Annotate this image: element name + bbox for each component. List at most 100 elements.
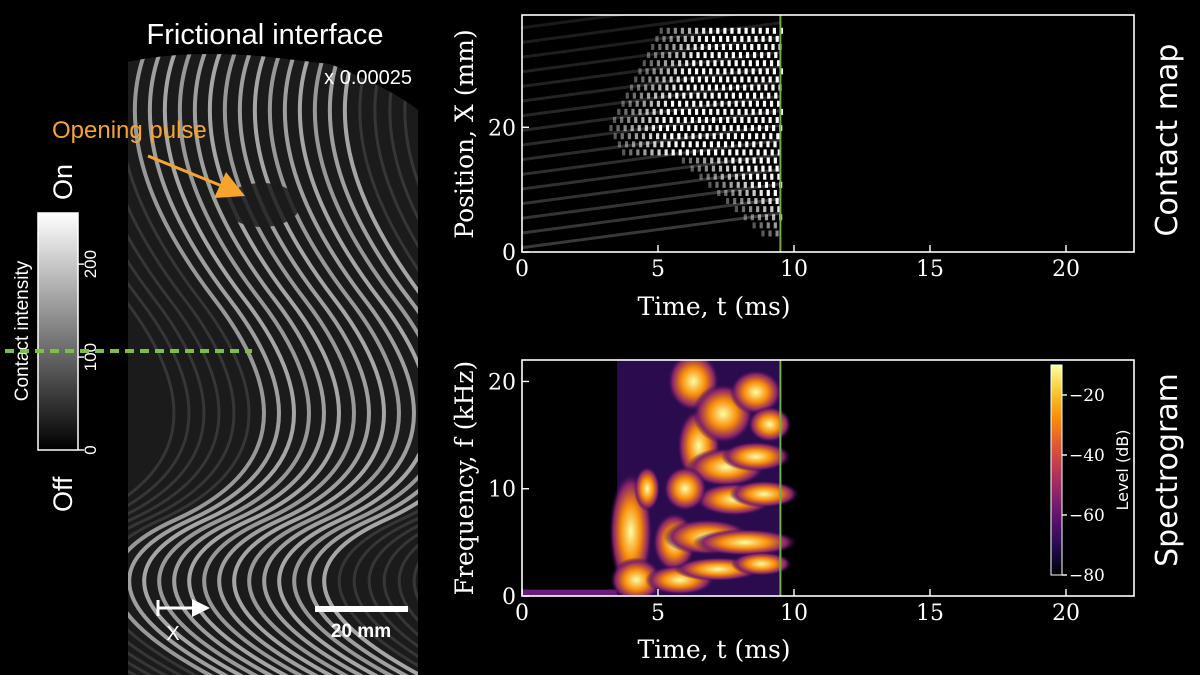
- contact-dash: [763, 173, 767, 180]
- contact-dash: [636, 149, 640, 156]
- contact-dash: [736, 125, 740, 132]
- contact-dash: [728, 84, 733, 91]
- contact-dash: [704, 165, 708, 172]
- contact-dash: [659, 27, 663, 34]
- contact-dash: [690, 165, 694, 172]
- contact-dash: [727, 60, 731, 67]
- contact-dash: [775, 230, 779, 237]
- contact-tick-label: 200: [81, 250, 100, 278]
- contact-dash: [651, 84, 655, 91]
- contact-dash: [723, 27, 727, 34]
- contact-dash: [764, 214, 769, 221]
- contact-dash: [751, 68, 755, 75]
- contact-dash: [761, 116, 765, 123]
- contact-dash: [666, 27, 670, 34]
- spectrogram-xlabel: Time, t (ms): [637, 635, 790, 664]
- contact-dash: [766, 222, 770, 229]
- contact-dash: [750, 44, 754, 51]
- contact-dash: [748, 100, 752, 107]
- level-tick-label: −80: [1069, 566, 1105, 586]
- contact-dash: [747, 198, 751, 205]
- contact-dash: [777, 173, 781, 180]
- ridge: [128, 54, 266, 675]
- contact-dash: [673, 125, 677, 132]
- contact-dash: [726, 116, 730, 123]
- contact-dash: [716, 27, 720, 34]
- contact-dash: [774, 92, 778, 99]
- contact-dash: [779, 27, 784, 34]
- contact-dash: [700, 84, 704, 91]
- contact-dash: [731, 157, 735, 164]
- contact-dash: [742, 149, 746, 156]
- contact-stripe: [522, 109, 781, 147]
- contact-dash: [757, 214, 762, 221]
- spectrogram-title: Spectrogram: [1150, 373, 1185, 567]
- contact-dash: [671, 149, 675, 156]
- contact-dash: [701, 125, 705, 132]
- contact-dash: [710, 52, 714, 59]
- contact-dash: [730, 27, 734, 34]
- contact-dash: [773, 141, 777, 148]
- contact-dash: [656, 133, 660, 140]
- contact-dash: [700, 44, 704, 51]
- contact-dash: [734, 173, 739, 180]
- contact-dash: [737, 68, 741, 75]
- ridge: [128, 54, 236, 675]
- contact-dash: [617, 141, 622, 148]
- contact-dash: [768, 76, 772, 83]
- contact-tick-label: 100: [81, 343, 100, 371]
- contact-dash: [687, 125, 691, 132]
- contact-dash: [702, 68, 706, 75]
- contact-dash: [761, 165, 765, 172]
- contact-dash: [747, 116, 751, 123]
- contact-dash: [689, 52, 693, 59]
- contact-dash: [771, 181, 776, 188]
- contact-dash: [665, 84, 669, 91]
- contact-dash: [662, 76, 666, 83]
- ridge: [232, 54, 386, 675]
- contact-dash: [653, 141, 657, 148]
- contact-dash: [625, 92, 629, 99]
- contact-dash: [631, 108, 635, 115]
- contact-dash: [690, 116, 694, 123]
- contact-dash: [693, 84, 697, 91]
- contact-dash: [667, 141, 671, 148]
- contact-dash: [754, 35, 758, 42]
- contact-dash: [669, 76, 673, 83]
- contact-dash: [748, 206, 753, 213]
- contact-dash: [724, 157, 728, 164]
- ridge: [322, 54, 418, 675]
- contact-dash: [709, 108, 713, 115]
- opening-pulse-label: Opening pulse: [52, 117, 207, 144]
- contact-dash: [719, 35, 723, 42]
- contact-dash: [682, 92, 686, 99]
- contact-dash: [733, 76, 737, 83]
- ridge: [262, 54, 416, 675]
- contact-dash: [662, 116, 666, 123]
- contact-dash: [634, 76, 638, 83]
- contact-dash: [720, 100, 724, 107]
- contact-dash: [657, 149, 661, 156]
- contact-dash: [747, 35, 751, 42]
- contact-dash: [627, 133, 631, 140]
- x-tick-label: 0: [515, 601, 529, 626]
- contact-dash: [711, 35, 716, 42]
- contact-dash: [747, 76, 751, 83]
- contact-dash: [698, 133, 702, 140]
- contact-stripe: [522, 197, 781, 235]
- contact-dash: [715, 125, 719, 132]
- contact-dash: [719, 133, 723, 140]
- contact-dash: [681, 157, 685, 164]
- contact-dash: [774, 52, 778, 59]
- contact-dash: [768, 116, 772, 123]
- contact-dash: [738, 92, 743, 99]
- contact-dash: [702, 27, 706, 34]
- opening-pulse-arrow: [147, 154, 245, 198]
- contact-dash: [644, 84, 648, 91]
- contact-dash: [758, 68, 762, 75]
- contact-dash: [617, 108, 621, 115]
- contact-dash: [731, 52, 735, 59]
- contact-tick-label: 0: [81, 445, 100, 454]
- contact-dash: [723, 141, 728, 148]
- contact-dash: [628, 100, 632, 107]
